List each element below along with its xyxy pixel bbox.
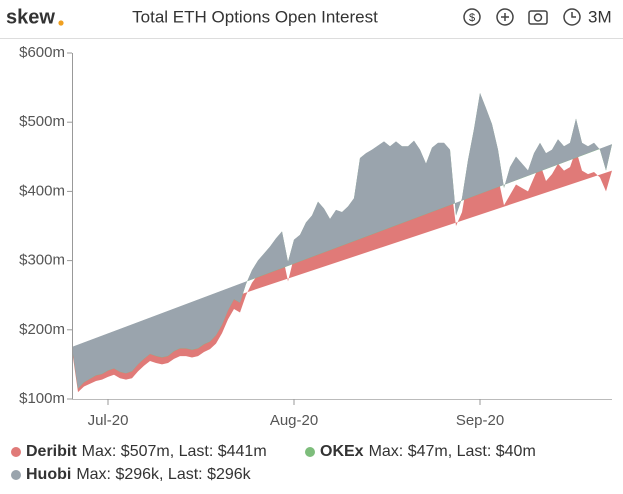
legend-name: Deribit [26,443,77,460]
legend-info: Max: $296k, Last: $296k [76,466,251,483]
y-tick-label: $300m [19,252,65,269]
x-tick-label: Aug-20 [270,412,318,429]
x-tick-label: Sep-20 [456,412,504,429]
legend-info: Max: $47m, Last: $40m [369,443,536,460]
legend-name: OKEx [320,443,364,460]
chart-title: Total ETH Options Open Interest [132,7,378,26]
legend-info: Max: $507m, Last: $441m [82,443,267,460]
y-tick-label: $200m [19,321,65,338]
svg-text:$: $ [469,12,475,24]
legend-marker [11,470,21,480]
camera-icon[interactable] [528,10,548,25]
y-tick-label: $500m [19,113,65,130]
logo-dot [58,20,64,26]
legend-name: Huobi [26,466,71,483]
legend-marker [11,447,21,457]
dollar-icon[interactable] [463,8,481,26]
y-tick-label: $100m [19,390,65,407]
header [0,0,623,38]
logo: skew [6,6,55,28]
y-tick-label: $600m [19,44,65,61]
area-2 [72,92,612,389]
legend-marker [305,447,315,457]
y-tick-label: $400m [19,182,65,199]
add-icon[interactable] [496,8,514,26]
range-button[interactable]: 3M [588,7,612,26]
clock-icon[interactable] [563,8,581,26]
x-tick-label: Jul-20 [88,412,129,429]
toolbar: $ [463,8,581,26]
